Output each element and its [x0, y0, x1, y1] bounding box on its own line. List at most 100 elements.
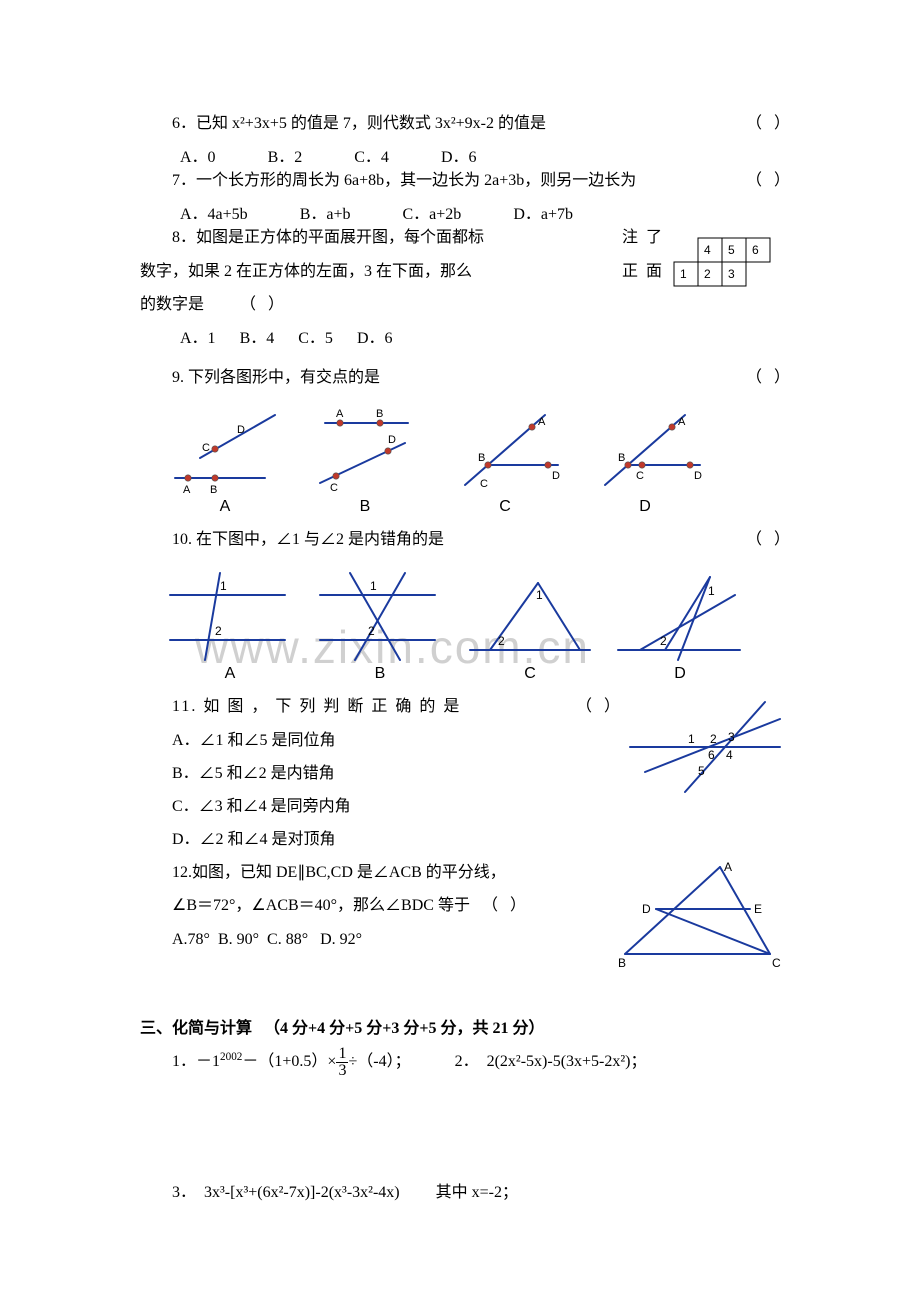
svg-text:2: 2 — [660, 634, 667, 648]
svg-text:B: B — [618, 452, 625, 464]
q9-sub-a: A — [160, 498, 290, 516]
q7-options: A．4a+5b B．a+b C．a+2b D．a+7b — [180, 200, 790, 224]
svg-text:C: C — [330, 482, 338, 494]
q7-opt-c: C．a+2b — [403, 200, 462, 224]
s3-p1-mid: －（1+0.5）× — [242, 1053, 336, 1070]
q10-text: 10. 在下图中，∠1 与∠2 是内错角的是 （ ） — [140, 526, 790, 553]
q8-r2: 正 面 — [622, 258, 662, 285]
q11-block: 123645 11. 如 图 ， 下 列 判 断 正 确 的 是 （ ） A．∠… — [140, 693, 790, 859]
s3-p1-post: ÷（-4）； — [348, 1053, 410, 1070]
q10-fig-c: 12C — [460, 565, 600, 683]
q10-fig-a: 1 2 A — [160, 565, 300, 683]
q9-sub-d: D — [580, 498, 710, 516]
q6-text: 6．已知 x²+3x+5 的值是 7，则代数式 3x²+9x-2 的值是 （ ） — [140, 110, 790, 137]
q11-opt-d: D．∠2 和∠4 是对顶角 — [172, 826, 790, 853]
q6-opt-d: D．6 — [441, 143, 477, 167]
svg-text:A: A — [678, 416, 686, 428]
q9-fig-a: ABCDA — [160, 403, 290, 516]
svg-text:A: A — [336, 408, 344, 420]
svg-text:1: 1 — [220, 579, 227, 593]
q8-line1: 8．如图是正方体的平面展开图，每个面都标 注 了 — [140, 224, 790, 251]
q8-opt-d: D．6 — [357, 324, 393, 348]
q9-fig-b: ABCDB — [300, 403, 430, 516]
svg-text:D: D — [237, 424, 245, 436]
q12-block: ABCDE 12.如图，已知 DE∥BC,CD 是∠ACB 的平分线， ∠B＝7… — [140, 859, 790, 974]
svg-text:2: 2 — [368, 624, 375, 638]
svg-text:B: B — [478, 452, 485, 464]
q9-fig-c: ABCDC — [440, 403, 570, 516]
s3-p1-den: 3 — [336, 1063, 348, 1079]
q9-figures: ABCDA ABCDB ABCDC ABCDD — [160, 403, 790, 516]
q8-opt-a: A．1 — [180, 324, 216, 348]
q11-stem: 11. 如 图 ， 下 列 判 断 正 确 的 是 — [172, 698, 461, 715]
s3-p1-frac: 13 — [336, 1046, 348, 1079]
svg-text:B: B — [618, 956, 626, 970]
q9-paren: （ ） — [714, 364, 790, 391]
svg-text:C: C — [772, 956, 781, 970]
svg-text:2: 2 — [498, 634, 505, 648]
q8-line2: 数字，如果 2 在正方体的左面，3 在下面，那么 正 面 — [140, 258, 790, 285]
s3-p2: 2． 2(2x²-5x)-5(3x+5-2x²)； — [455, 1053, 647, 1070]
section3-problem-3: 3． 3x³-[x³+(6x²-7x)]-2(x³-3x²-4x) 其中 x=-… — [172, 1179, 790, 1206]
q10-sub-a: A — [160, 665, 300, 683]
q12-l2a: ∠B＝72°，∠ACB＝40°，那么∠BDC 等于 — [172, 897, 470, 914]
q11-opt-b: B．∠5 和∠2 是内错角 — [172, 760, 790, 787]
q8-line3: 的数字是 （ ） — [140, 291, 790, 318]
q7-stem: 7．一个长方形的周长为 6a+8b，其一边长为 2a+3b，则另一边长为 — [172, 172, 636, 189]
q6-opt-b: B．2 — [268, 143, 303, 167]
svg-text:D: D — [388, 434, 396, 446]
q9-sub-b: B — [300, 498, 430, 516]
q10-paren: （ ） — [714, 526, 790, 553]
q9-sub-c: C — [440, 498, 570, 516]
q8-r1: 注 了 — [590, 224, 662, 251]
q6-paren: （ ） — [714, 110, 790, 137]
q12-line2: ∠B＝72°，∠ACB＝40°，那么∠BDC 等于 （ ） — [172, 892, 790, 919]
q11-opt-c: C．∠3 和∠4 是同旁内角 — [172, 793, 790, 820]
svg-text:D: D — [694, 470, 702, 482]
q7-opt-d: D．a+7b — [513, 200, 573, 224]
q9-fig-d: A BC D D — [580, 403, 710, 516]
q10-sub-b: B — [310, 665, 450, 683]
s3-p1-pre: 1．－1 — [172, 1053, 220, 1070]
q6-opt-a: A．0 — [180, 143, 216, 167]
q7-opt-a: A．4a+5b — [180, 200, 248, 224]
q6-opt-c: C．4 — [354, 143, 389, 167]
q9-text: 9. 下列各图形中，有交点的是 （ ） — [140, 364, 790, 391]
q11-paren: （ ） — [544, 693, 620, 720]
q8-l3a: 的数字是 — [140, 296, 204, 313]
q8-block: 456123 8．如图是正方体的平面展开图，每个面都标 注 了 数字，如果 2 … — [140, 224, 790, 348]
q10-sub-d: D — [610, 665, 750, 683]
q9-stem: 9. 下列各图形中，有交点的是 — [172, 369, 380, 386]
q10-sub-c: C — [460, 665, 600, 683]
svg-text:A: A — [538, 416, 546, 428]
svg-text:B: B — [210, 484, 217, 496]
q12-l2b: （ ） — [482, 897, 526, 914]
svg-text:2: 2 — [215, 624, 222, 638]
q6-options: A．0 B．2 C．4 D．6 — [180, 143, 790, 167]
s3-p1-num: 1 — [336, 1046, 348, 1063]
section3-problems-12: 1．－12002－（1+0.5）×13÷（-4）； 2． 2(2x²-5x)-5… — [172, 1046, 790, 1079]
q8-l2: 数字，如果 2 在正方体的左面，3 在下面，那么 — [140, 263, 472, 280]
svg-text:A: A — [183, 484, 191, 496]
q8-opt-c: C．5 — [298, 324, 333, 348]
q10-fig-b: 1 2 B — [310, 565, 450, 683]
q10-figures-block: www.zixin.com.cn 12A 12B 12C 12D — [140, 565, 790, 683]
q7-paren: （ ） — [714, 167, 790, 194]
q7-opt-b: B．a+b — [300, 200, 351, 224]
svg-text:C: C — [202, 442, 210, 454]
q8-opt-b: B．4 — [240, 324, 275, 348]
s3-p1-sup: 2002 — [220, 1051, 242, 1063]
q8-l3b: （ ） — [240, 296, 284, 313]
svg-text:C: C — [636, 470, 644, 482]
q8-l1: 8．如图是正方体的平面展开图，每个面都标 — [172, 229, 484, 246]
q6-stem: 6．已知 x²+3x+5 的值是 7，则代数式 3x²+9x-2 的值是 — [172, 115, 546, 132]
q12-line1: 12.如图，已知 DE∥BC,CD 是∠ACB 的平分线， — [140, 859, 790, 886]
svg-text:C: C — [480, 478, 488, 490]
q12-opts: A.78° B. 90° C. 88° D. 92° — [172, 926, 790, 953]
svg-text:1: 1 — [370, 579, 377, 593]
svg-text:B: B — [376, 408, 383, 420]
q10-figures: 1 2 A 1 2 B 1 2 C 1 2 D — [160, 565, 790, 683]
q10-fig-d: 1 2 D — [610, 565, 750, 683]
svg-text:1: 1 — [708, 584, 715, 598]
section3-title: 三、化简与计算 （4 分+4 分+5 分+3 分+5 分，共 21 分） — [140, 1014, 790, 1038]
